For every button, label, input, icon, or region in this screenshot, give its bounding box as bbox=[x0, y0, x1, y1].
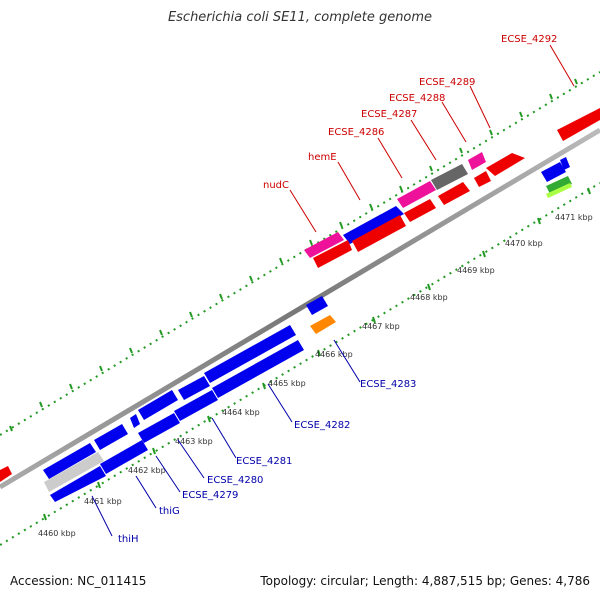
forward-leader-lines bbox=[289, 44, 575, 233]
label-ECSE_4282[interactable]: ECSE_4282 bbox=[294, 420, 350, 431]
feature-ECSE_4283-icon-upper[interactable] bbox=[306, 296, 328, 315]
feature-red-3[interactable] bbox=[404, 199, 436, 222]
inner-major-ticks bbox=[43, 187, 591, 521]
feature-ECSE_4287[interactable] bbox=[431, 164, 468, 190]
feature-blue-upper-2[interactable] bbox=[94, 424, 128, 450]
feature-blue-upper-1[interactable] bbox=[43, 443, 96, 479]
feature-red-1[interactable] bbox=[313, 240, 352, 268]
label-ECSE_4288[interactable]: ECSE_4288 bbox=[389, 93, 445, 104]
label-nudC[interactable]: nudC bbox=[263, 180, 289, 191]
tick-4461: 4461 kbp bbox=[84, 497, 122, 506]
feature-orange[interactable] bbox=[310, 315, 336, 334]
accession-text: Accession: NC_011415 bbox=[10, 574, 147, 588]
reverse-leader-lines bbox=[91, 339, 361, 537]
topology-text: Topology: circular; Length: 4,887,515 bp… bbox=[260, 574, 590, 588]
feature-ECSE_4281[interactable] bbox=[212, 340, 304, 398]
feature-ECSE_4288[interactable] bbox=[468, 152, 486, 170]
feature-red-6[interactable] bbox=[486, 153, 525, 176]
label-ECSE_4287[interactable]: ECSE_4287 bbox=[361, 109, 417, 120]
backbone bbox=[0, 127, 600, 490]
feature-lime-right[interactable] bbox=[546, 183, 572, 198]
label-ECSE_4279[interactable]: ECSE_4279 bbox=[182, 490, 238, 501]
tick-4463: 4463 kbp bbox=[175, 437, 213, 446]
feature-nudC[interactable] bbox=[304, 232, 344, 258]
label-hemE[interactable]: hemE bbox=[308, 152, 337, 163]
feature-green-right[interactable] bbox=[546, 176, 572, 194]
feature-red-2[interactable] bbox=[352, 215, 406, 252]
feature-thiH[interactable] bbox=[50, 466, 106, 502]
tick-4466: 4466 kbp bbox=[315, 350, 353, 359]
inner-guide-line bbox=[0, 182, 600, 546]
label-thiG[interactable]: thiG bbox=[159, 506, 180, 517]
feature-ECSE_4286[interactable] bbox=[397, 181, 436, 208]
forward-gene-labels: nudC hemE ECSE_4286 ECSE_4287 ECSE_4288 … bbox=[263, 34, 557, 191]
label-thiH[interactable]: thiH bbox=[118, 534, 139, 545]
tick-4462: 4462 kbp bbox=[128, 466, 166, 475]
feature-blue-upper-6[interactable] bbox=[204, 325, 296, 383]
label-ECSE_4292[interactable]: ECSE_4292 bbox=[501, 34, 557, 45]
feature-blue-upper-4[interactable] bbox=[138, 390, 178, 420]
label-ECSE_4280[interactable]: ECSE_4280 bbox=[207, 475, 263, 486]
outer-guide-line bbox=[0, 71, 600, 436]
tick-4471: 4471 kbp bbox=[555, 213, 593, 222]
tick-4460: 4460 kbp bbox=[38, 529, 76, 538]
reverse-features bbox=[43, 157, 572, 502]
feature-hemE[interactable] bbox=[343, 206, 404, 244]
label-ECSE_4281[interactable]: ECSE_4281 bbox=[236, 456, 292, 467]
feature-red-left-edge[interactable] bbox=[0, 466, 12, 482]
feature-blue-right-1[interactable] bbox=[541, 162, 566, 182]
outer-major-ticks bbox=[9, 78, 578, 432]
feature-blue-upper-3[interactable] bbox=[130, 414, 140, 428]
feature-blue-right-2[interactable] bbox=[560, 157, 570, 170]
feature-red-5[interactable] bbox=[474, 171, 491, 187]
label-ECSE_4289[interactable]: ECSE_4289 bbox=[419, 77, 475, 88]
feature-gray[interactable] bbox=[44, 452, 104, 492]
forward-features bbox=[0, 108, 600, 482]
feature-thiG[interactable] bbox=[100, 440, 148, 474]
tick-4464: 4464 kbp bbox=[222, 408, 260, 417]
tick-4470: 4470 kbp bbox=[505, 239, 543, 248]
map-title: Escherichia coli SE11, complete genome bbox=[167, 10, 433, 25]
label-ECSE_4286[interactable]: ECSE_4286 bbox=[328, 127, 384, 138]
feature-ECSE_4292[interactable] bbox=[557, 108, 600, 141]
feature-red-4[interactable] bbox=[438, 182, 470, 205]
feature-ECSE_4279[interactable] bbox=[138, 413, 180, 443]
position-tick-labels: 4460 kbp 4461 kbp 4462 kbp 4463 kbp 4464… bbox=[38, 213, 593, 538]
tick-4469: 4469 kbp bbox=[457, 266, 495, 275]
tick-4465: 4465 kbp bbox=[268, 379, 306, 388]
feature-blue-upper-5[interactable] bbox=[178, 376, 210, 400]
feature-ECSE_4280[interactable] bbox=[174, 390, 218, 421]
tick-4468: 4468 kbp bbox=[410, 293, 448, 302]
tick-4467: 4467 kbp bbox=[362, 322, 400, 331]
reverse-gene-labels: thiH thiG ECSE_4279 ECSE_4280 ECSE_4281 … bbox=[118, 379, 416, 545]
label-ECSE_4283[interactable]: ECSE_4283 bbox=[360, 379, 416, 390]
